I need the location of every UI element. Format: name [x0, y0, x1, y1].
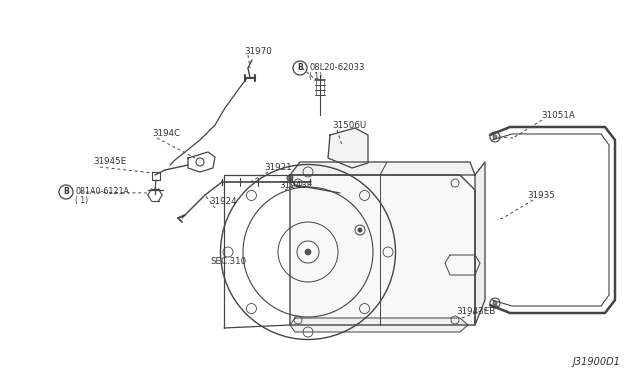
Polygon shape — [475, 162, 485, 325]
Text: 31051A: 31051A — [541, 110, 575, 119]
Polygon shape — [328, 128, 368, 168]
Text: 3194C: 3194C — [152, 129, 180, 138]
Text: 31945E: 31945E — [93, 157, 126, 167]
Text: 31506U: 31506U — [332, 121, 366, 129]
Polygon shape — [290, 162, 475, 175]
Circle shape — [287, 175, 293, 181]
Text: J31900D1: J31900D1 — [572, 357, 620, 367]
Text: 31943E: 31943E — [279, 180, 312, 189]
Text: 31921: 31921 — [264, 163, 292, 171]
Text: ( 1): ( 1) — [309, 71, 322, 80]
Text: B: B — [63, 187, 69, 196]
Text: ( 1): ( 1) — [75, 196, 88, 205]
Circle shape — [305, 249, 311, 255]
Text: 081A0-6121A: 081A0-6121A — [75, 187, 129, 196]
Circle shape — [493, 301, 497, 305]
Circle shape — [493, 135, 497, 139]
Text: 31935: 31935 — [527, 190, 555, 199]
Polygon shape — [290, 175, 475, 325]
Text: 31943EB: 31943EB — [456, 308, 495, 317]
Polygon shape — [290, 318, 468, 332]
Text: SEC.310: SEC.310 — [210, 257, 246, 266]
Text: B: B — [297, 64, 303, 73]
Circle shape — [358, 228, 362, 232]
Text: 31970: 31970 — [244, 46, 272, 55]
Text: 08L20-62033: 08L20-62033 — [309, 64, 364, 73]
Text: 31924: 31924 — [209, 198, 237, 206]
